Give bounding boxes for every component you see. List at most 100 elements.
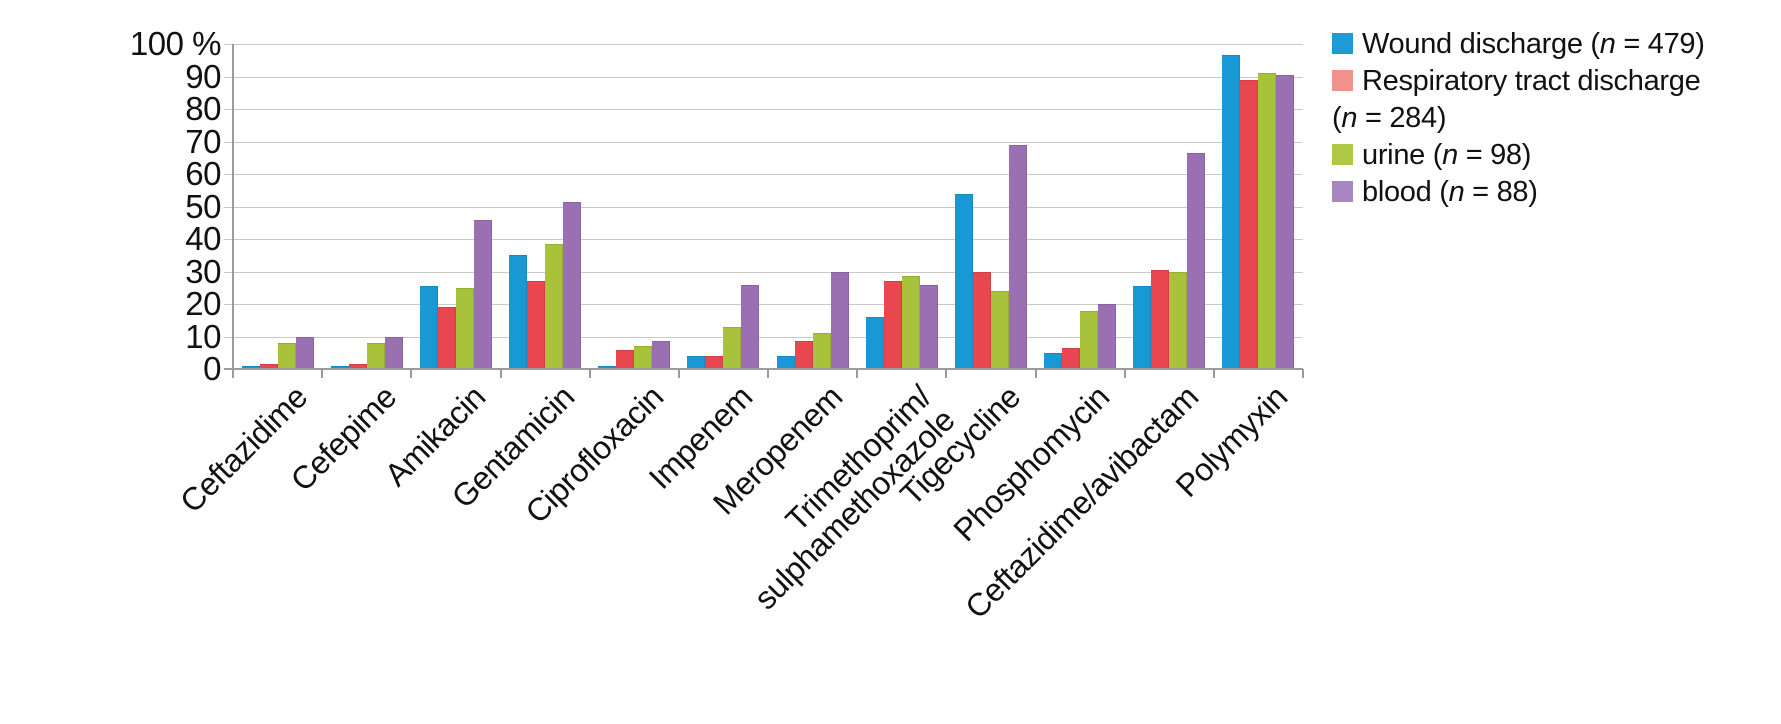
bar-tigecycline-urine xyxy=(990,291,1009,369)
bar-cefepime-wound-discharge xyxy=(330,365,349,369)
y-tick-label-30: 30 xyxy=(185,252,221,290)
bar-impenem-respiratory-tract-discharge xyxy=(705,356,724,369)
gridline-10 xyxy=(224,336,1303,338)
bar-ceftazidime-wound-discharge xyxy=(241,365,260,369)
y-axis-line xyxy=(232,44,234,370)
gridline-50 xyxy=(224,206,1303,208)
legend-label-urine: urine (n = 98) xyxy=(1362,139,1532,171)
bar-ceftazidime-avibactam-respiratory-tract-discharge xyxy=(1151,269,1170,369)
x-axis-tick xyxy=(232,369,234,378)
x-axis-tick xyxy=(767,369,769,378)
gridline-20 xyxy=(224,304,1303,305)
bar-polymyxin-blood xyxy=(1276,74,1295,369)
bar-meropenem-respiratory-tract-discharge xyxy=(794,341,813,369)
bar-meropenem-wound-discharge xyxy=(776,356,795,369)
bar-gentamicin-wound-discharge xyxy=(509,255,528,369)
plot-area xyxy=(224,44,1304,378)
legend-swatch-urine xyxy=(1332,144,1353,165)
bar-trimethoprim-urine xyxy=(901,276,920,369)
y-tick-label-40: 40 xyxy=(185,220,221,257)
gridline-100 xyxy=(224,44,1303,45)
bar-trimethoprim-respiratory-tract-discharge xyxy=(883,281,902,369)
legend-swatch-respiratory-tract-discharge xyxy=(1332,70,1353,91)
bar-polymyxin-urine xyxy=(1258,73,1277,369)
bar-ceftazidime-avibactam-wound-discharge xyxy=(1133,286,1152,369)
y-tick-label-10: 10 xyxy=(185,317,221,355)
bar-amikacin-wound-discharge xyxy=(419,286,438,369)
legend-entry-respiratory-tract-discharge: Respiratory tract discharge (n = 284) xyxy=(1332,63,1781,137)
y-tick-label-100: 100 % xyxy=(129,25,222,62)
gridline-30 xyxy=(224,271,1303,273)
x-axis-label-ceftazidime: Ceftazidime xyxy=(172,378,314,520)
bar-ceftazidime-urine xyxy=(277,343,296,369)
bar-ciprofloxacin-blood xyxy=(652,341,671,369)
y-tick-label-70: 70 xyxy=(185,122,221,160)
y-tick-label-80: 80 xyxy=(185,90,221,127)
bar-phosphomycin-wound-discharge xyxy=(1044,352,1063,369)
legend-entry-blood: blood (n = 88) xyxy=(1332,174,1781,211)
resistance-bar-chart: Wound discharge (n = 479) Respiratory tra… xyxy=(129,25,1781,626)
legend-entry-wound-discharge: Wound discharge (n = 479) xyxy=(1332,26,1781,63)
bar-ciprofloxacin-urine xyxy=(634,346,653,369)
gridline-40 xyxy=(224,239,1303,240)
bar-polymyxin-respiratory-tract-discharge xyxy=(1240,79,1259,369)
bar-ceftazidime-avibactam-blood xyxy=(1187,152,1206,369)
bar-amikacin-respiratory-tract-discharge xyxy=(437,307,456,369)
x-axis-tick xyxy=(856,369,859,378)
bar-ceftazidime-avibactam-urine xyxy=(1169,271,1188,369)
x-axis-tick xyxy=(588,369,591,378)
bar-impenem-blood xyxy=(741,284,760,369)
x-axis-tick xyxy=(1212,369,1215,378)
x-axis-tick xyxy=(677,369,680,378)
bar-ceftazidime-respiratory-tract-discharge xyxy=(259,364,278,369)
x-axis-tick xyxy=(499,369,502,378)
legend: Wound discharge (n = 479) Respiratory tra… xyxy=(1332,26,1781,211)
bar-tigecycline-wound-discharge xyxy=(954,193,973,369)
bar-gentamicin-blood xyxy=(563,201,582,369)
bar-tigecycline-respiratory-tract-discharge xyxy=(972,271,991,369)
bar-cefepime-urine xyxy=(366,343,385,369)
legend-entry-urine: urine (n = 98) xyxy=(1332,137,1781,174)
bar-impenem-wound-discharge xyxy=(687,356,706,369)
gridline-80 xyxy=(224,109,1303,110)
y-tick-label-50: 50 xyxy=(185,187,221,225)
y-tick-label-60: 60 xyxy=(185,155,221,192)
legend-label-respiratory-tract-discharge: Respiratory tract discharge (n = 284) xyxy=(1332,65,1701,134)
legend-label-blood: blood (n = 88) xyxy=(1362,176,1538,208)
bar-meropenem-blood xyxy=(830,271,849,369)
bar-impenem-urine xyxy=(723,326,742,369)
gridline-90 xyxy=(224,76,1303,78)
y-tick-label-0: 0 xyxy=(203,350,221,387)
bar-cefepime-respiratory-tract-discharge xyxy=(348,364,367,369)
legend-swatch-blood xyxy=(1332,181,1353,202)
bar-trimethoprim-blood xyxy=(919,284,938,369)
bar-cefepime-blood xyxy=(384,336,403,369)
x-axis-tick xyxy=(1034,369,1037,378)
legend-label-wound-discharge: Wound discharge (n = 479) xyxy=(1362,28,1705,60)
x-axis-tick xyxy=(410,369,413,378)
legend-swatch-wound-discharge xyxy=(1332,33,1353,54)
x-axis-tick xyxy=(1302,369,1304,378)
bar-phosphomycin-urine xyxy=(1080,310,1099,369)
bar-amikacin-blood xyxy=(473,219,492,369)
bar-ciprofloxacin-respiratory-tract-discharge xyxy=(616,349,635,369)
y-tick-label-90: 90 xyxy=(185,57,221,95)
bar-ceftazidime-blood xyxy=(295,336,314,369)
bar-polymyxin-wound-discharge xyxy=(1222,55,1241,369)
bar-tigecycline-blood xyxy=(1008,144,1027,369)
x-axis-tick xyxy=(321,369,324,378)
y-tick-label-20: 20 xyxy=(185,285,221,322)
bar-phosphomycin-respiratory-tract-discharge xyxy=(1062,347,1081,369)
bar-trimethoprim-wound-discharge xyxy=(865,317,884,369)
gridline-60 xyxy=(224,174,1303,175)
bar-ciprofloxacin-wound-discharge xyxy=(598,365,617,369)
x-axis-tick xyxy=(945,369,948,378)
bar-amikacin-urine xyxy=(455,287,474,369)
bar-gentamicin-urine xyxy=(545,243,564,369)
bar-phosphomycin-blood xyxy=(1098,304,1117,369)
x-axis-tick xyxy=(1123,369,1126,378)
bar-gentamicin-respiratory-tract-discharge xyxy=(527,281,546,369)
gridline-70 xyxy=(224,141,1303,143)
bar-meropenem-urine xyxy=(812,333,831,369)
x-axis-line xyxy=(224,368,1303,370)
